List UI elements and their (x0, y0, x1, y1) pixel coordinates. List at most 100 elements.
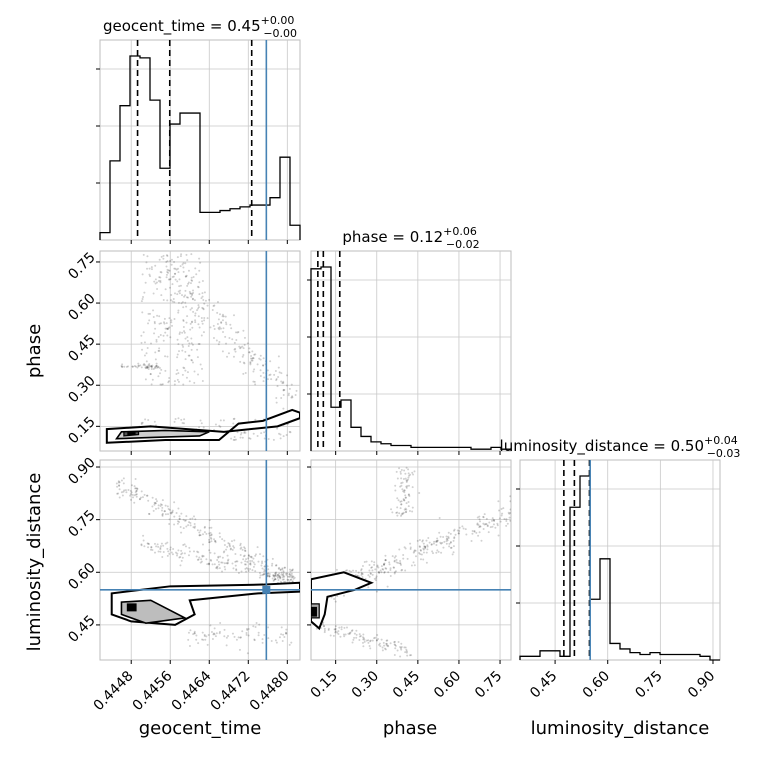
sample-point (392, 566, 395, 569)
sample-point (282, 574, 285, 577)
sample-point (202, 426, 205, 429)
sample-point (506, 522, 509, 525)
sample-point (191, 320, 194, 323)
sample-point (403, 646, 406, 649)
sample-point (167, 271, 170, 274)
sample-point (476, 522, 479, 525)
sample-point (127, 488, 130, 491)
sample-point (363, 560, 366, 563)
sample-point (181, 373, 184, 376)
sample-point (289, 575, 292, 578)
sample-point (186, 336, 189, 339)
sample-point (268, 575, 271, 578)
sample-point (363, 640, 366, 643)
sample-point (368, 575, 371, 578)
sample-point (258, 572, 261, 575)
sample-point (422, 542, 425, 545)
sample-point (249, 362, 252, 365)
sample-point (389, 642, 392, 645)
sample-point (275, 377, 278, 380)
sample-point (426, 545, 429, 548)
sample-point (393, 640, 396, 643)
density-contour (311, 606, 317, 617)
sample-point (393, 653, 396, 656)
sample-point (173, 317, 176, 320)
sample-point (170, 321, 173, 324)
sample-point (169, 548, 172, 551)
sample-point (180, 253, 183, 256)
sample-point (223, 565, 226, 568)
sample-point (287, 578, 290, 581)
sample-point (358, 639, 361, 642)
sample-point (396, 477, 399, 480)
sample-point (440, 542, 443, 545)
sample-point (190, 279, 193, 282)
sample-point (214, 423, 217, 426)
sample-point (285, 632, 288, 635)
sample-point (132, 496, 135, 499)
sample-point (279, 576, 282, 579)
sample-point (173, 501, 176, 504)
sample-point (201, 631, 204, 634)
sample-point (253, 563, 256, 566)
sample-point (349, 631, 352, 634)
sample-point (182, 422, 185, 425)
sample-point (323, 627, 326, 630)
sample-point (488, 521, 491, 524)
sample-point (452, 529, 455, 532)
sample-point (176, 338, 179, 341)
sample-point (500, 514, 503, 517)
sample-point (405, 508, 408, 511)
sample-point (497, 500, 500, 503)
sample-point (452, 545, 455, 548)
sample-point (221, 315, 224, 318)
sample-point (432, 542, 435, 545)
sample-point (282, 435, 285, 438)
panel-geocent-time-vs-phase: 0.150.300.450.600.75 (65, 250, 301, 455)
sample-point (361, 564, 364, 567)
sample-point (207, 633, 210, 636)
sample-point (187, 282, 190, 285)
sample-point (425, 561, 428, 564)
sample-point (197, 373, 200, 376)
sample-point (213, 540, 216, 543)
sample-point (424, 545, 427, 548)
sample-point (151, 364, 154, 367)
sample-point (413, 549, 416, 552)
y-tick-label: 0.30 (65, 373, 98, 406)
sample-point (482, 515, 485, 518)
sample-point (198, 257, 201, 260)
sample-point (241, 345, 244, 348)
sample-point (244, 372, 247, 375)
sample-point (390, 508, 393, 511)
sample-point (400, 642, 403, 645)
sample-point (267, 637, 270, 640)
sample-point (233, 635, 236, 638)
sample-point (201, 306, 204, 309)
sample-point (395, 561, 398, 564)
sample-point (282, 381, 285, 384)
sample-point (149, 373, 152, 376)
sample-point (232, 314, 235, 317)
sample-point (205, 532, 208, 535)
sample-point (212, 305, 215, 308)
sample-point (243, 362, 246, 365)
sample-point (193, 522, 196, 525)
sample-point (162, 334, 165, 337)
sample-point (282, 388, 285, 391)
sample-point (383, 644, 386, 647)
sample-point (393, 571, 396, 574)
sample-point (177, 267, 180, 270)
sample-point (216, 558, 219, 561)
sample-point (257, 634, 260, 637)
sample-point (255, 622, 258, 625)
sample-point (140, 366, 143, 369)
sample-point (384, 554, 387, 557)
sample-point (344, 569, 347, 572)
sample-point (254, 626, 257, 629)
sample-point (251, 356, 254, 359)
sample-point (400, 648, 403, 651)
sample-point (275, 379, 278, 382)
sample-point (184, 337, 187, 340)
sample-point (148, 363, 151, 366)
